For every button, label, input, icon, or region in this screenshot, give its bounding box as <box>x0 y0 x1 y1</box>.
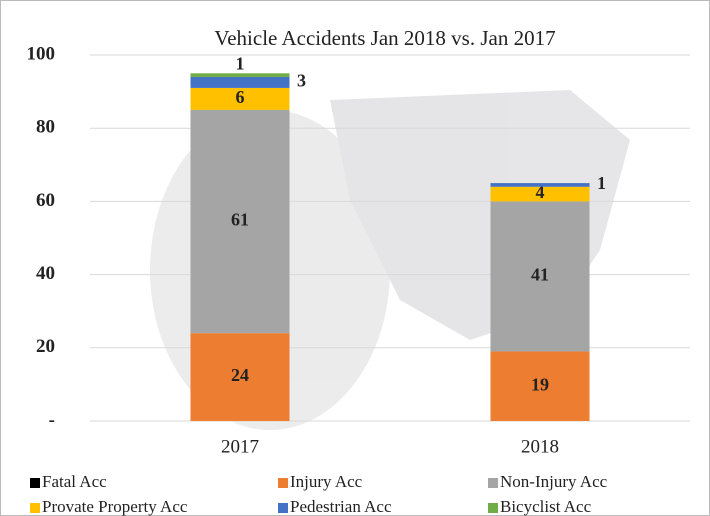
data-label: 6 <box>236 87 245 107</box>
legend-label: Bicyclist Acc <box>500 497 592 516</box>
data-label: 24 <box>231 365 249 385</box>
legend-label: Provate Property Acc <box>42 497 188 516</box>
chart: Vehicle Accidents Jan 2018 vs. Jan 2017 … <box>0 0 710 516</box>
data-label: 3 <box>297 71 306 91</box>
bar-segment <box>191 77 290 88</box>
legend-swatch <box>278 478 288 488</box>
legend-swatch <box>278 503 288 513</box>
chart-title: Vehicle Accidents Jan 2018 vs. Jan 2017 <box>214 26 555 50</box>
bar-segment <box>491 183 590 187</box>
data-label: 1 <box>236 53 245 73</box>
data-label: 19 <box>531 374 549 394</box>
data-label: 41 <box>531 265 549 285</box>
legend-label: Fatal Acc <box>42 472 107 491</box>
y-tick-label: 20 <box>36 336 55 357</box>
bar-segment <box>191 73 290 77</box>
x-tick-label: 2017 <box>221 436 259 457</box>
y-tick-label: 40 <box>36 263 55 284</box>
y-tick-label: 60 <box>36 190 55 211</box>
legend-label: Injury Acc <box>290 472 363 491</box>
y-tick-label: 80 <box>36 117 55 138</box>
y-tick-label: - <box>49 409 55 430</box>
x-tick-label: 2018 <box>521 436 559 457</box>
legend-swatch <box>488 478 498 488</box>
legend-label: Non-Injury Acc <box>500 472 608 491</box>
legend-label: Pedestrian Acc <box>290 497 392 516</box>
y-tick-label: 100 <box>27 43 56 64</box>
data-label: 61 <box>231 210 249 230</box>
legend-swatch <box>30 478 40 488</box>
legend-swatch <box>488 503 498 513</box>
data-label: 1 <box>597 173 606 193</box>
legend-swatch <box>30 503 40 513</box>
